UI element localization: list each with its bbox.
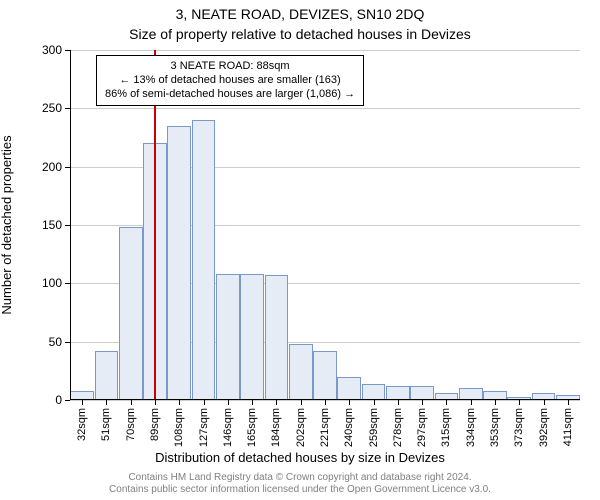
x-tick-label: 32sqm bbox=[76, 408, 88, 441]
info-line-2: ← 13% of detached houses are smaller (16… bbox=[105, 74, 355, 88]
histogram-bar bbox=[337, 377, 361, 400]
y-tick-mark bbox=[65, 342, 70, 343]
y-tick-label: 50 bbox=[0, 335, 62, 349]
histogram-bar bbox=[362, 384, 386, 400]
x-tick-label: 353sqm bbox=[489, 408, 501, 447]
gridline bbox=[70, 108, 580, 109]
x-tick-label: 373sqm bbox=[513, 408, 525, 447]
y-tick-mark bbox=[65, 167, 70, 168]
x-tick-label: 202sqm bbox=[295, 408, 307, 447]
y-tick-label: 300 bbox=[0, 43, 62, 57]
y-tick-mark bbox=[65, 50, 70, 51]
histogram-bar bbox=[313, 351, 337, 400]
x-tick-label: 297sqm bbox=[416, 408, 428, 447]
x-tick-label: 108sqm bbox=[173, 408, 185, 447]
chart-container: 3, NEATE ROAD, DEVIZES, SN10 2DQ Size of… bbox=[0, 0, 600, 500]
x-tick-mark bbox=[179, 400, 180, 405]
x-tick-label: 70sqm bbox=[125, 408, 137, 441]
x-tick-mark bbox=[398, 400, 399, 405]
y-tick-mark bbox=[65, 400, 70, 401]
x-tick-label: 146sqm bbox=[222, 408, 234, 447]
footer-line-1: Contains HM Land Registry data © Crown c… bbox=[0, 472, 600, 484]
x-tick-label: 89sqm bbox=[149, 408, 161, 441]
histogram-bar bbox=[119, 227, 143, 400]
y-tick-mark bbox=[65, 108, 70, 109]
x-tick-label: 51sqm bbox=[100, 408, 112, 441]
x-tick-label: 334sqm bbox=[465, 408, 477, 447]
x-tick-label: 127sqm bbox=[198, 408, 210, 447]
x-tick-label: 278sqm bbox=[392, 408, 404, 447]
x-tick-mark bbox=[252, 400, 253, 405]
x-tick-mark bbox=[131, 400, 132, 405]
x-tick-mark bbox=[106, 400, 107, 405]
y-tick-label: 100 bbox=[0, 276, 62, 290]
info-line-1: 3 NEATE ROAD: 88sqm bbox=[105, 60, 355, 74]
histogram-bar bbox=[95, 351, 119, 400]
y-tick-label: 0 bbox=[0, 393, 62, 407]
x-axis-title: Distribution of detached houses by size … bbox=[0, 450, 600, 465]
x-tick-label: 315sqm bbox=[440, 408, 452, 447]
chart-subtitle: Size of property relative to detached ho… bbox=[0, 26, 600, 42]
x-tick-mark bbox=[301, 400, 302, 405]
histogram-bar bbox=[216, 274, 240, 400]
histogram-bar bbox=[410, 386, 434, 400]
footer: Contains HM Land Registry data © Crown c… bbox=[0, 472, 600, 496]
x-tick-label: 221sqm bbox=[319, 408, 331, 447]
y-tick-label: 200 bbox=[0, 160, 62, 174]
x-tick-label: 240sqm bbox=[343, 408, 355, 447]
x-tick-label: 259sqm bbox=[368, 408, 380, 447]
x-tick-mark bbox=[155, 400, 156, 405]
x-tick-mark bbox=[519, 400, 520, 405]
x-tick-mark bbox=[228, 400, 229, 405]
x-tick-mark bbox=[568, 400, 569, 405]
x-tick-mark bbox=[374, 400, 375, 405]
histogram-bar bbox=[167, 126, 191, 400]
histogram-bar bbox=[289, 344, 313, 400]
histogram-bar bbox=[240, 274, 264, 400]
x-tick-mark bbox=[325, 400, 326, 405]
x-tick-mark bbox=[82, 400, 83, 405]
x-tick-mark bbox=[446, 400, 447, 405]
x-tick-label: 392sqm bbox=[538, 408, 550, 447]
info-box: 3 NEATE ROAD: 88sqm ← 13% of detached ho… bbox=[96, 55, 364, 106]
x-tick-mark bbox=[495, 400, 496, 405]
x-tick-mark bbox=[544, 400, 545, 405]
x-tick-mark bbox=[204, 400, 205, 405]
x-tick-mark bbox=[349, 400, 350, 405]
x-tick-label: 184sqm bbox=[270, 408, 282, 447]
x-tick-label: 411sqm bbox=[562, 408, 574, 446]
info-line-3: 86% of semi-detached houses are larger (… bbox=[105, 88, 355, 102]
plot-area: 32sqm51sqm70sqm89sqm108sqm127sqm146sqm16… bbox=[70, 50, 580, 400]
y-tick-label: 250 bbox=[0, 101, 62, 115]
x-tick-mark bbox=[471, 400, 472, 405]
histogram-bar bbox=[386, 386, 410, 400]
histogram-bar bbox=[192, 120, 216, 400]
x-tick-mark bbox=[422, 400, 423, 405]
histogram-bar bbox=[265, 275, 289, 400]
y-tick-mark bbox=[65, 283, 70, 284]
y-tick-label: 150 bbox=[0, 218, 62, 232]
y-axis-line bbox=[70, 50, 71, 400]
address-title: 3, NEATE ROAD, DEVIZES, SN10 2DQ bbox=[0, 6, 600, 22]
gridline bbox=[70, 50, 580, 51]
footer-line-2: Contains public sector information licen… bbox=[0, 484, 600, 496]
y-tick-mark bbox=[65, 225, 70, 226]
x-tick-mark bbox=[276, 400, 277, 405]
x-tick-label: 165sqm bbox=[246, 408, 258, 447]
